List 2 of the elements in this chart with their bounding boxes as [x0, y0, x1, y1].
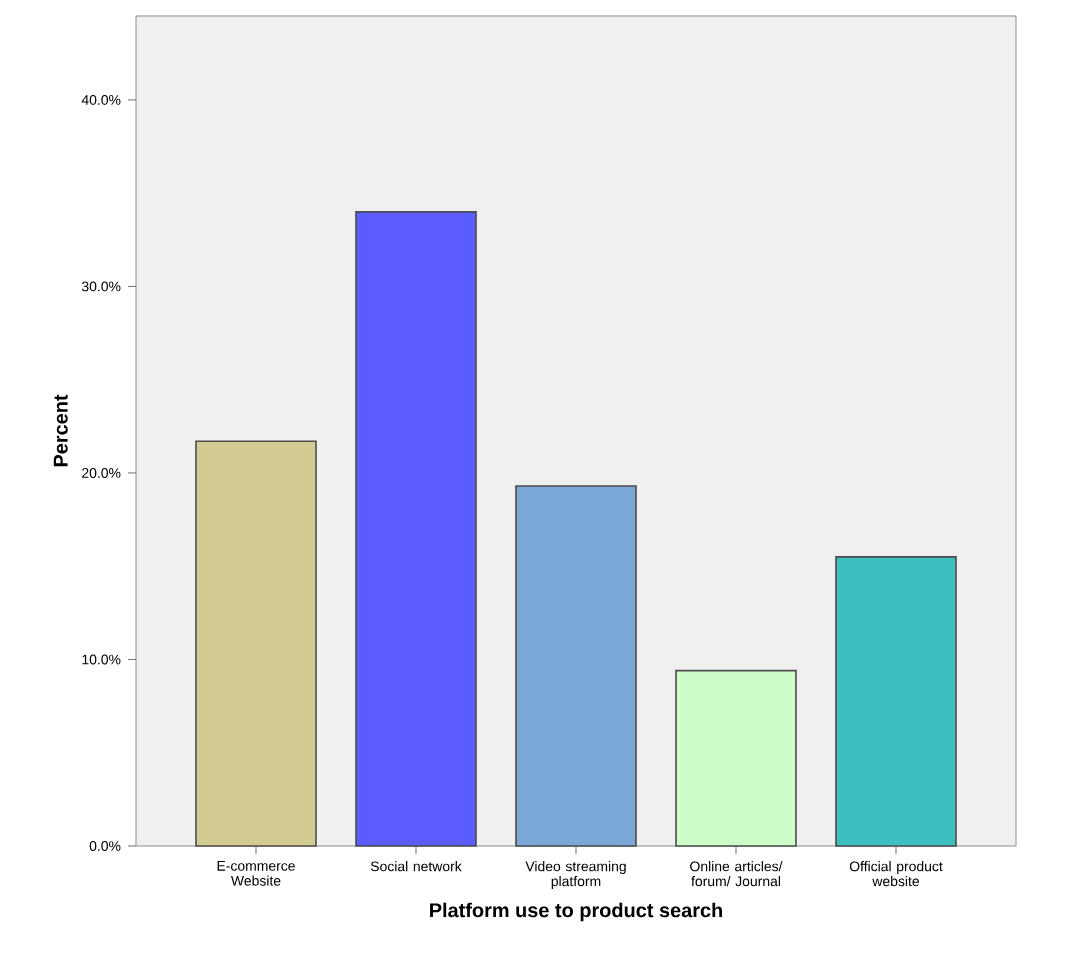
- y-axis-title: Percent: [53, 394, 68, 467]
- x-axis-title: Platform use to product search: [430, 902, 722, 922]
